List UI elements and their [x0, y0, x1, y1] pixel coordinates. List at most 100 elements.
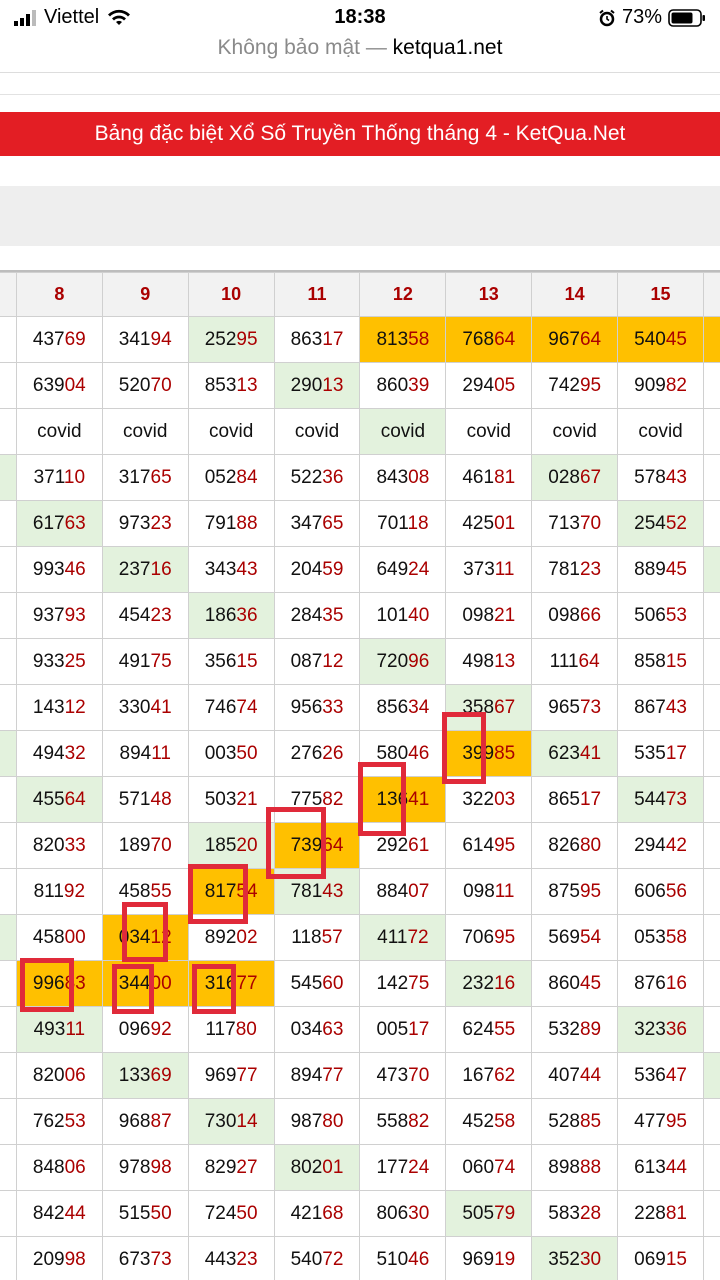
result-cell: 53517	[617, 730, 705, 777]
result-cell: 31765	[101, 454, 189, 501]
result-cell: 23906	[703, 684, 720, 731]
table-row: 2641899683344003167754560142752321686045…	[0, 960, 720, 1007]
result-cell: 49175	[101, 638, 189, 685]
result-cell: 96764	[531, 316, 619, 363]
result-cell: 55882	[359, 1098, 447, 1145]
wifi-icon	[108, 9, 131, 25]
result-cell: 84308	[359, 454, 447, 501]
result-cell: 68520	[0, 822, 17, 869]
result-cell: 51230	[0, 500, 17, 547]
results-table-viewport[interactable]: 78910111213141516 1683043769341942529586…	[0, 270, 720, 1280]
result-cell: 25452	[617, 500, 705, 547]
result-cell: 86517	[531, 776, 619, 823]
result-cell: 79188	[187, 500, 275, 547]
result-cell: 29442	[617, 822, 705, 869]
result-cell: 85634	[359, 684, 447, 731]
result-cell: 13641	[359, 776, 447, 823]
result-cell: covid	[187, 408, 275, 455]
result-cell: 34343	[187, 546, 275, 593]
result-cell: 09692	[101, 1006, 189, 1053]
result-cell: 84244	[15, 1190, 103, 1237]
column-header: 7	[0, 272, 17, 317]
result-cell: 89888	[531, 1144, 619, 1191]
result-cell: 02867	[531, 454, 619, 501]
result-cell: 42501	[445, 500, 533, 547]
result-cell: 88407	[359, 868, 447, 915]
result-cell: 23216	[445, 960, 533, 1007]
result-cell: 09811	[445, 868, 533, 915]
alarm-icon	[599, 9, 615, 26]
result-cell: 13369	[101, 1052, 189, 1099]
result-cell: 47795	[617, 1098, 705, 1145]
result-cell: 31677	[187, 960, 275, 1007]
result-cell: 73309	[703, 546, 720, 593]
result-cell: covid	[359, 408, 447, 455]
result-cell: 45258	[445, 1098, 533, 1145]
result-cell: 78143	[273, 868, 361, 915]
result-cell: 62455	[445, 1006, 533, 1053]
result-cell: 06915	[617, 1236, 705, 1280]
result-cell: 82680	[531, 822, 619, 869]
result-cell: 49432	[15, 730, 103, 777]
result-cell: 18636	[187, 592, 275, 639]
result-cell: 98780	[273, 1098, 361, 1145]
security-label: Không bảo mật —	[217, 36, 387, 59]
result-cell: 34765	[273, 500, 361, 547]
result-cell: 30815	[0, 684, 17, 731]
address-bar[interactable]: Không bảo mật — ketqua1.net	[0, 30, 720, 70]
result-cell: 64924	[359, 546, 447, 593]
result-cell: 86045	[531, 960, 619, 1007]
result-cell: 73014	[187, 1098, 275, 1145]
result-cell: 93325	[15, 638, 103, 685]
result-cell: 03463	[273, 1006, 361, 1053]
result-cell: 95633	[273, 684, 361, 731]
result-cell: 37311	[445, 546, 533, 593]
result-cell: 38673	[703, 638, 720, 685]
result-cell: 09821	[445, 592, 533, 639]
result-cell: 49813	[445, 638, 533, 685]
result-cell: 70695	[445, 914, 533, 961]
page-banner: Bảng đặc biệt Xổ Số Truyền Thống tháng 4…	[0, 112, 720, 156]
result-cell: 50494	[703, 1144, 720, 1191]
result-cell: covid	[445, 408, 533, 455]
result-cell: 56954	[531, 914, 619, 961]
result-cell: 89477	[273, 1052, 361, 1099]
result-cell: 60123	[0, 546, 17, 593]
result-cell: 05358	[617, 914, 705, 961]
table-header-row: 78910111213141516	[0, 272, 720, 317]
result-cell: 73964	[273, 822, 361, 869]
table-row: 5623145800034128920211857411727069556954…	[0, 914, 720, 961]
column-header: 14	[531, 272, 619, 317]
result-cell: 22881	[617, 1190, 705, 1237]
result-cell: 11022	[703, 454, 720, 501]
signal-icon	[14, 9, 36, 26]
result-cell: 32203	[445, 776, 533, 823]
result-cell: 25295	[187, 316, 275, 363]
result-cell: 50227	[703, 592, 720, 639]
result-cell: 61495	[445, 822, 533, 869]
result-cell: 14275	[359, 960, 447, 1007]
result-cell: 95847	[0, 730, 17, 777]
result-cell: 57843	[617, 454, 705, 501]
result-cell: 46181	[445, 454, 533, 501]
result-cell: 03412	[101, 914, 189, 961]
result-cell: 10140	[359, 592, 447, 639]
column-header: 15	[617, 272, 705, 317]
result-cell: covid	[15, 408, 103, 455]
result-cell: 61763	[15, 500, 103, 547]
result-cell: 18462	[0, 592, 17, 639]
column-header: 11	[273, 272, 361, 317]
result-cell: covid	[531, 408, 619, 455]
result-cell: 35615	[187, 638, 275, 685]
result-cell: 85815	[617, 638, 705, 685]
result-cell: 91067	[0, 1144, 17, 1191]
result-cell: 57148	[101, 776, 189, 823]
result-cell: 14375	[0, 868, 17, 915]
result-cell: 06074	[445, 1144, 533, 1191]
result-cell: 78123	[531, 546, 619, 593]
result-cell: 53289	[531, 1006, 619, 1053]
table-row: 3341682006133699697789477473701676240744…	[0, 1052, 720, 1099]
result-cell: 55238	[703, 1052, 720, 1099]
result-cell: 17724	[359, 1144, 447, 1191]
table-row: 5123061763973237918834765701184250171370…	[0, 500, 720, 547]
